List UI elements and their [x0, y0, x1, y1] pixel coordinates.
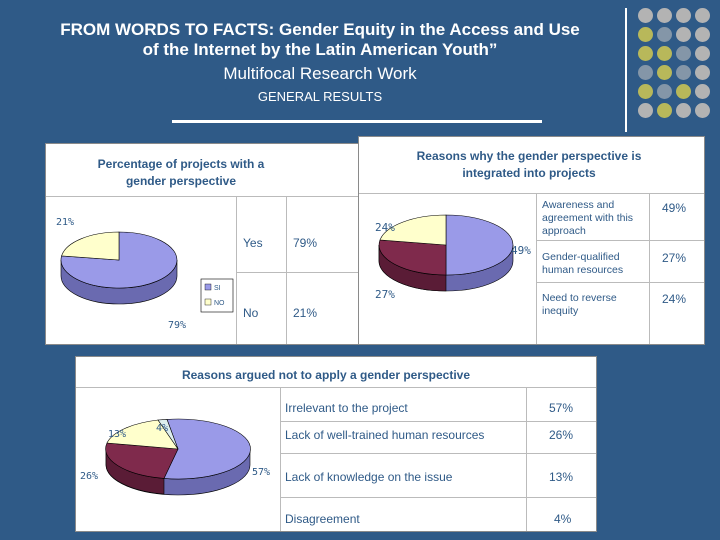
title-line-2: of the Internet by the Latin American Yo… — [142, 40, 498, 59]
pie-legend: SI NO — [200, 278, 234, 313]
row-label: Need to reverse inequity — [542, 292, 617, 317]
panel-divider — [280, 497, 596, 498]
decor-dot — [676, 103, 691, 118]
decor-dot — [676, 65, 691, 80]
panel-divider — [526, 387, 527, 531]
row-label: Gender-qualified human resources — [542, 251, 624, 276]
row-value: 57% — [549, 401, 574, 415]
row-value: 4% — [554, 512, 572, 526]
decor-dot — [695, 103, 710, 118]
pie-label-4: 4% — [156, 423, 168, 434]
row-label: Awareness and agreement with this approa… — [542, 199, 634, 237]
pie-chart-percentage: 21% 79% SI NO — [56, 217, 234, 331]
decor-dot — [638, 103, 653, 118]
legend-swatch-si — [204, 283, 212, 291]
legend-label-si: SI — [214, 285, 221, 292]
pie-slice-awareness — [445, 214, 514, 276]
decor-dot — [676, 84, 691, 99]
decor-dot — [638, 65, 653, 80]
slide-title: FROM WORDS TO FACTS: Gender Equity in th… — [0, 20, 640, 60]
pie-chart-not-apply: 13% 4% 26% 57% — [80, 418, 270, 496]
legend-swatch-no — [204, 298, 212, 306]
decor-dot — [695, 27, 710, 42]
panel-divider — [359, 193, 704, 194]
decor-divider — [625, 8, 627, 132]
pie-slice-no — [61, 231, 120, 261]
pie-label-24: 24% — [375, 221, 395, 234]
pie-label-13: 13% — [108, 429, 126, 440]
panel-not-title: Reasons argued not to apply a gender per… — [181, 368, 471, 382]
pie-slice-lack-knowledge — [106, 419, 179, 450]
pie-label-57: 57% — [252, 467, 270, 478]
panel-divider — [649, 193, 650, 344]
decor-dot — [695, 84, 710, 99]
decor-dot — [657, 27, 672, 42]
row-label: Lack of knowledge on the issue — [285, 470, 453, 484]
panel-reasons: Reasons why the gender perspective is in… — [358, 136, 705, 345]
pie-label-yes: 79% — [168, 320, 186, 331]
panel-divider — [536, 240, 704, 241]
row-label: Lack of well-trained human resources — [285, 428, 485, 442]
decor-dot — [638, 8, 653, 23]
decor-dot — [638, 27, 653, 42]
decor-dot — [676, 27, 691, 42]
panel-divider — [536, 282, 704, 283]
slide-subtitle: Multifocal Research Work — [223, 64, 417, 83]
pie-label-49: 49% — [511, 244, 531, 257]
panel-reasons-title: Reasons why the gender perspective is in… — [416, 149, 642, 180]
pie-label-26: 26% — [80, 471, 98, 482]
row-label: Irrelevant to the project — [285, 401, 408, 415]
title-divider — [172, 120, 542, 123]
pie-slice-irrelevant — [163, 418, 251, 480]
decor-dot — [638, 46, 653, 61]
panel-divider — [236, 196, 237, 344]
row-label: Disagreement — [285, 512, 360, 526]
panel-divider — [76, 387, 596, 388]
decor-dot — [676, 46, 691, 61]
decor-dot — [657, 8, 672, 23]
panel-not-apply: Reasons argued not to apply a gender per… — [75, 356, 597, 532]
row-value: 49% — [662, 201, 687, 215]
pie-slice-inequity — [379, 214, 447, 246]
row-label: No — [243, 306, 259, 320]
decor-dot — [695, 65, 710, 80]
row-label: Yes — [243, 236, 263, 250]
pie-label-27: 27% — [375, 288, 395, 301]
panel-divider — [280, 421, 596, 422]
pie-label-no: 21% — [56, 217, 74, 228]
panel-percentage-title: Percentage of projects with a gender per… — [97, 157, 265, 188]
pie-chart-reasons: 24% 49% 27% — [375, 214, 531, 301]
decor-dot — [695, 46, 710, 61]
row-value: 21% — [293, 306, 318, 320]
panel-divider — [286, 196, 287, 344]
decor-dot — [657, 65, 672, 80]
row-value: 13% — [549, 470, 574, 484]
panel-divider — [46, 196, 359, 197]
panel-divider — [280, 453, 596, 454]
decor-dot — [695, 8, 710, 23]
row-value: 79% — [293, 236, 318, 250]
decor-dot — [657, 84, 672, 99]
row-value: 26% — [549, 428, 574, 442]
section-heading: GENERAL RESULTS — [257, 89, 383, 104]
panel-percentage: Percentage of projects with a gender per… — [45, 143, 360, 345]
decor-dot — [657, 103, 672, 118]
panel-divider — [236, 272, 359, 273]
panel-divider — [280, 387, 281, 531]
panel-divider — [536, 193, 537, 344]
decor-dot — [676, 8, 691, 23]
row-value: 24% — [662, 292, 687, 306]
legend-label-no: NO — [214, 300, 225, 307]
pie-slice-disagreement — [157, 419, 179, 450]
pie-slice-lack-hr — [105, 442, 179, 479]
decor-dot — [657, 46, 672, 61]
decor-dot — [638, 84, 653, 99]
pie-slice-qualified — [378, 239, 447, 276]
title-line-1: FROM WORDS TO FACTS: Gender Equity in th… — [60, 20, 580, 39]
row-value: 27% — [662, 251, 687, 265]
